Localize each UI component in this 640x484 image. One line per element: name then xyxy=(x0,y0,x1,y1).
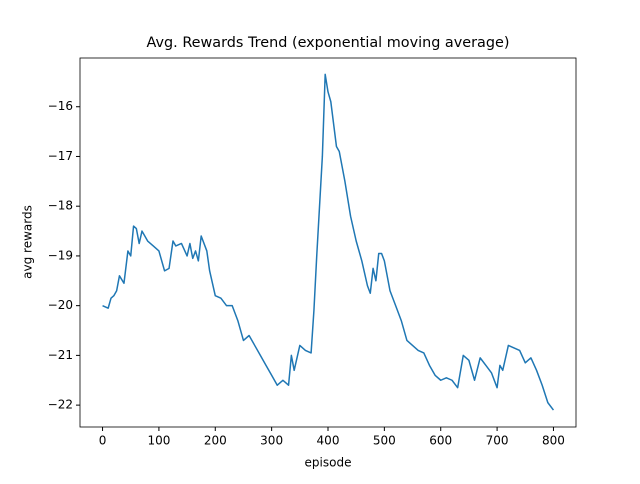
x-tick-label: 600 xyxy=(429,434,452,448)
x-tick-label: 0 xyxy=(99,434,107,448)
x-tick-label: 800 xyxy=(542,434,565,448)
x-tick-label: 400 xyxy=(317,434,340,448)
line xyxy=(102,73,555,411)
chart-title: Avg. Rewards Trend (exponential moving a… xyxy=(147,35,510,51)
y-tick-label: −19 xyxy=(48,248,73,262)
y-tick-label: −18 xyxy=(48,199,73,213)
x-tick-label: 100 xyxy=(147,434,170,448)
y-tick-label: −17 xyxy=(48,149,73,163)
x-tick-label: 500 xyxy=(373,434,396,448)
plot-frame xyxy=(79,57,577,428)
y-tick-label: −22 xyxy=(48,398,73,412)
x-tick-label: 700 xyxy=(486,434,509,448)
y-axis-label: avg rewards xyxy=(21,205,35,279)
y-tick-label: −21 xyxy=(48,348,73,362)
x-tick-label: 200 xyxy=(204,434,227,448)
y-tick-label: −16 xyxy=(48,99,73,113)
x-tick-label: 300 xyxy=(260,434,283,448)
y-tick-label: −20 xyxy=(48,298,73,312)
x-axis-label: episode xyxy=(305,456,352,470)
